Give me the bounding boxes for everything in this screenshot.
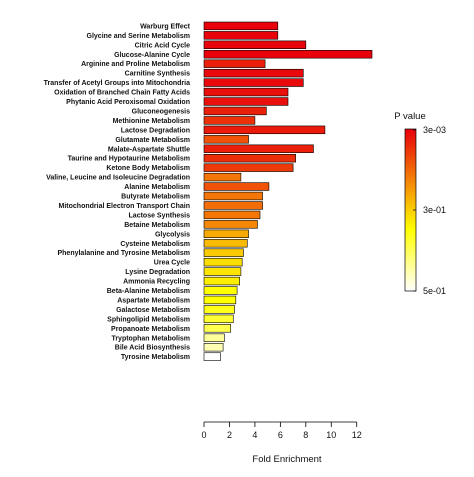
bar-lactose-synthesis xyxy=(203,210,261,220)
bar-glycine-and-serine-metabolism xyxy=(203,31,279,40)
x-tick-label: 0 xyxy=(201,430,206,440)
bar-urea-cycle xyxy=(203,257,243,267)
category-label: Urea Cycle xyxy=(154,260,190,267)
category-label: Phytanic Acid Peroxisomal Oxidation xyxy=(66,99,190,106)
x-tick-label: 2 xyxy=(227,430,232,440)
x-tick-label: 10 xyxy=(326,430,336,440)
category-label: Citric Acid Cycle xyxy=(135,42,190,49)
bar-gluconeogenesis xyxy=(203,106,267,116)
bar-oxidation-of-branched-chain-fatty-acids xyxy=(203,87,289,97)
bar-sphingolipid-metabolism xyxy=(203,314,234,324)
category-label: Ketone Body Metabolism xyxy=(106,165,190,172)
bars xyxy=(203,21,373,361)
category-label: Beta-Alanine Metabolism xyxy=(107,288,190,295)
bar-propanoate-metabolism xyxy=(203,324,232,333)
bar-bile-acid-biosynthesis xyxy=(203,342,224,352)
bar-beta-alanine-metabolism xyxy=(203,286,238,295)
x-axis: 0 2 4 6 8 10 12 xyxy=(201,421,362,440)
category-label: Oxidation of Branched Chain Fatty Acids xyxy=(54,90,190,97)
category-label: Transfer of Acetyl Groups into Mitochond… xyxy=(44,80,190,87)
category-label: Gluconeogenesis xyxy=(132,108,190,115)
bar-tyrosine-metabolism xyxy=(203,352,221,361)
x-tick-label: 8 xyxy=(303,430,308,440)
bar-transfer-of-acetyl-groups-into-mitochondria xyxy=(203,78,304,87)
bar-betaine-metabolism xyxy=(203,220,258,229)
bar-phytanic-acid-peroxisomal-oxidation xyxy=(203,97,289,106)
category-label: Glycolysis xyxy=(155,231,190,238)
legend-ticks: 3e-03 3e-01 5e-01 xyxy=(413,125,446,296)
legend: P value 3e-03 3e-01 5e-01 xyxy=(394,111,446,296)
bar-carnitine-synthesis xyxy=(203,68,304,78)
bar-arginine-and-proline-metabolism xyxy=(203,59,266,68)
bar-malate-aspartate-shuttle xyxy=(203,144,314,153)
category-label: Valine, Leucine and Isoleucine Degradati… xyxy=(46,175,190,182)
category-label: Mitochondrial Electron Transport Chain xyxy=(59,203,190,210)
x-axis-title: Fold Enrichment xyxy=(252,454,322,465)
bar-glucose-alanine-cycle xyxy=(203,50,373,59)
category-label: Butyrate Metabolism xyxy=(121,194,190,201)
bar-taurine-and-hypotaurine-metabolism xyxy=(203,154,296,163)
bar-galactose-metabolism xyxy=(203,305,235,314)
bar-cysteine-metabolism xyxy=(203,239,248,248)
bar-warburg-effect xyxy=(203,21,279,31)
category-label: Warburg Effect xyxy=(140,23,191,30)
category-label: Tryptophan Metabolism xyxy=(111,335,190,342)
category-label: Glycine and Serine Metabolism xyxy=(87,33,190,40)
category-label: Carnitine Synthesis xyxy=(125,71,190,78)
legend-tick-label: 3e-01 xyxy=(423,205,446,215)
category-label: Glutamate Metabolism xyxy=(115,137,190,144)
category-label: Taurine and Hypotaurine Metabolism xyxy=(68,156,190,163)
category-label: Methionine Metabolism xyxy=(113,118,190,125)
bar-glycolysis xyxy=(203,229,249,238)
category-label: Cysteine Metabolism xyxy=(120,241,190,248)
category-label: Lactose Degradation xyxy=(121,127,190,134)
bar-ammonia-recycling xyxy=(203,276,240,286)
legend-title: P value xyxy=(394,111,426,122)
x-tick-label: 6 xyxy=(278,430,283,440)
category-label: Phenylalanine and Tyrosine Metabolism xyxy=(57,250,190,257)
category-label: Aspartate Metabolism xyxy=(117,297,190,304)
x-tick-label: 4 xyxy=(252,430,257,440)
category-label: Propanoate Metabolism xyxy=(111,326,190,333)
bar-citric-acid-cycle xyxy=(203,40,307,50)
category-label: Ammonia Recycling xyxy=(123,279,190,286)
category-label: Malate-Aspartate Shuttle xyxy=(108,146,190,153)
category-label: Lysine Degradation xyxy=(125,269,190,276)
category-label: Galactose Metabolism xyxy=(116,307,190,314)
bar-alanine-metabolism xyxy=(203,182,270,191)
category-label: Arginine and Proline Metabolism xyxy=(81,61,190,68)
category-label: Lactose Synthesis xyxy=(129,212,191,219)
category-label: Alanine Metabolism xyxy=(124,184,190,191)
bar-methionine-metabolism xyxy=(203,116,256,125)
category-labels: Warburg Effect Glycine and Serine Metabol… xyxy=(44,23,191,361)
bar-phenylalanine-and-tyrosine-metabolism xyxy=(203,248,244,257)
bar-lysine-degradation xyxy=(203,267,242,276)
legend-tick-label: 5e-01 xyxy=(423,286,446,296)
category-label: Sphingolipid Metabolism xyxy=(107,316,190,323)
bar-butyrate-metabolism xyxy=(203,191,263,201)
bar-glutamate-metabolism xyxy=(203,135,249,144)
category-label: Glucose-Alanine Cycle xyxy=(114,52,190,59)
bar-tryptophan-metabolism xyxy=(203,333,225,342)
bar-valine-leucine-and-isoleucine-degradation xyxy=(203,172,242,182)
bar-aspartate-metabolism xyxy=(203,295,237,305)
bar-ketone-body-metabolism xyxy=(203,163,294,172)
bar-lactose-degradation xyxy=(203,125,326,135)
category-label: Betaine Metabolism xyxy=(124,222,190,229)
legend-tick-label: 3e-03 xyxy=(423,125,446,135)
bar-mitochondrial-electron-transport-chain xyxy=(203,201,263,210)
category-label: Bile Acid Biosynthesis xyxy=(115,345,190,352)
x-tick-label: 12 xyxy=(352,430,362,440)
category-label: Tyrosine Metabolism xyxy=(121,354,190,361)
